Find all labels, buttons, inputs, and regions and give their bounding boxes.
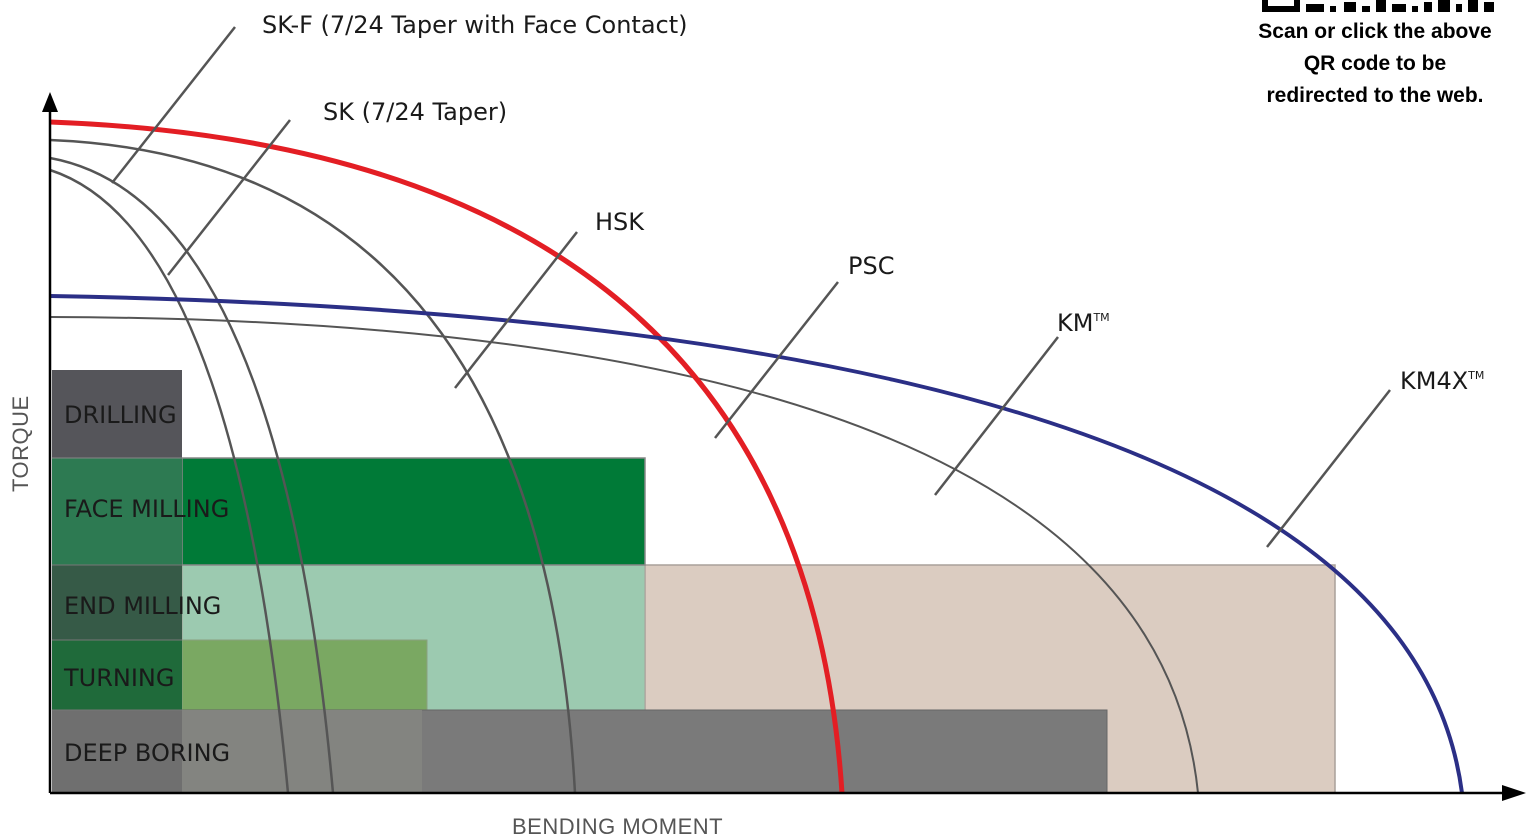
qr-code-icon[interactable] <box>1262 0 1498 13</box>
km-label: KMTM <box>1057 309 1110 337</box>
km4x-curve <box>49 294 1464 794</box>
hsk-leader <box>454 231 578 389</box>
psc-leader <box>714 281 839 439</box>
km-leader <box>934 336 1059 496</box>
sk-label: SK (7/24 Taper) <box>323 98 507 126</box>
drilling-label: DRILLING <box>64 401 177 429</box>
km4x-label-text: KM4X <box>1400 367 1468 395</box>
deep-boring-overlap <box>182 710 422 793</box>
turning-cell <box>52 640 182 710</box>
x-axis-arrow <box>1502 785 1526 801</box>
leader-lines <box>111 26 1391 548</box>
qr-caption-line-2: QR code to be <box>1303 52 1447 75</box>
qr-caption-line-1: Scan or click the above <box>1258 20 1492 43</box>
km4x-leader <box>1266 389 1391 548</box>
capability-curves <box>49 119 1464 794</box>
km-label-text: KM <box>1057 309 1093 337</box>
sk-f-label: SK-F (7/24 Taper with Face Contact) <box>262 11 688 39</box>
deep-boring-cell <box>52 710 182 793</box>
hsk-label: HSK <box>595 208 645 236</box>
qr-caption-line-3: redirected to the web. <box>1266 84 1484 107</box>
y-axis-label: TORQUE <box>8 395 33 492</box>
km4x-trademark: TM <box>1467 369 1484 382</box>
x-axis-label: BENDING MOMENT <box>512 814 723 839</box>
qr-caption[interactable]: Scan or click the above QR code to be re… <box>1232 16 1518 112</box>
km-curve <box>49 316 1199 794</box>
sk-f-curve <box>49 168 290 794</box>
face-milling-cell <box>52 458 182 565</box>
km-trademark: TM <box>1092 311 1109 324</box>
end-milling-label: END MILLING <box>64 592 221 620</box>
km4x-label: KM4XTM <box>1400 367 1484 395</box>
drilling-cell <box>52 370 182 458</box>
face-milling-zone <box>181 457 646 566</box>
sk-leader <box>167 119 291 276</box>
end-milling-cell <box>52 565 182 640</box>
sk-f-leader <box>111 26 236 184</box>
psc-label: PSC <box>848 252 894 280</box>
y-axis-arrow <box>42 92 58 112</box>
turning-label: TURNING <box>63 664 174 692</box>
face-milling-label: FACE MILLING <box>64 495 229 523</box>
axes <box>42 92 1526 801</box>
operation-zones <box>52 370 1336 794</box>
deep-boring-label: DEEP BORING <box>64 739 230 767</box>
psc-curve <box>49 119 845 794</box>
